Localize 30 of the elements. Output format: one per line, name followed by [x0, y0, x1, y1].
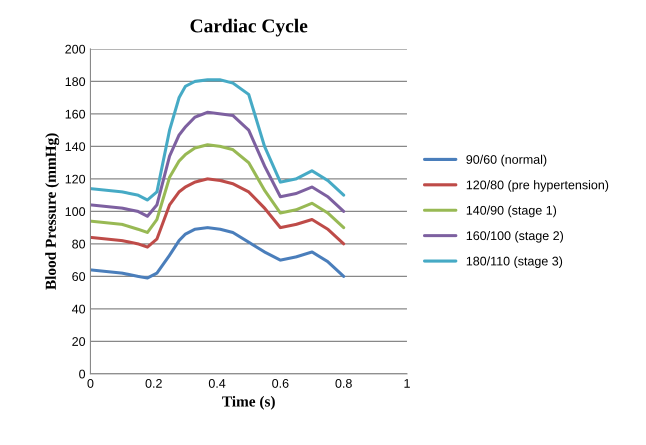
y-tick-label: 20 — [72, 337, 86, 346]
y-tick-label: 40 — [72, 304, 86, 314]
line-series — [90, 226, 346, 280]
legend-label: 140/90 (stage 1) — [466, 206, 556, 218]
y-tick-label: 200 — [65, 44, 86, 54]
x-tick-label: 0.2 — [146, 378, 162, 388]
y-tick-label: 160 — [66, 110, 86, 119]
x-tick-label: 0.4 — [208, 378, 226, 388]
legend-label: 90/60 (normal) — [466, 154, 546, 166]
legend-label: 180/110 (stage 3) — [466, 256, 562, 268]
y-tick-label: 100 — [66, 207, 86, 216]
line-series — [90, 143, 346, 234]
y-tick-label: 80 — [72, 240, 86, 249]
x-tick-label: 0.6 — [272, 378, 289, 388]
line-series — [90, 177, 346, 249]
y-tick-label: 120 — [66, 174, 86, 184]
y-tick-label: 60 — [72, 272, 86, 281]
y-tick-label: 180 — [66, 77, 86, 86]
line-series — [90, 110, 346, 218]
y-axis-title: Blood Pressure (mmHg) — [45, 133, 60, 290]
line-series — [90, 78, 346, 202]
x-tick-label: 1 — [404, 379, 410, 388]
x-axis-title: Time (s) — [222, 396, 275, 410]
y-tick-label: 140 — [66, 142, 86, 152]
legend-label: 120/80 (pre hypertension) — [466, 180, 608, 192]
x-tick-label: 0 — [87, 378, 94, 388]
y-tick-label: 0 — [79, 370, 86, 378]
chart-title: Cardiac Cycle — [190, 18, 308, 36]
x-tick-label: 0.8 — [335, 378, 352, 388]
legend-label: 160/100 (stage 2) — [466, 230, 564, 243]
